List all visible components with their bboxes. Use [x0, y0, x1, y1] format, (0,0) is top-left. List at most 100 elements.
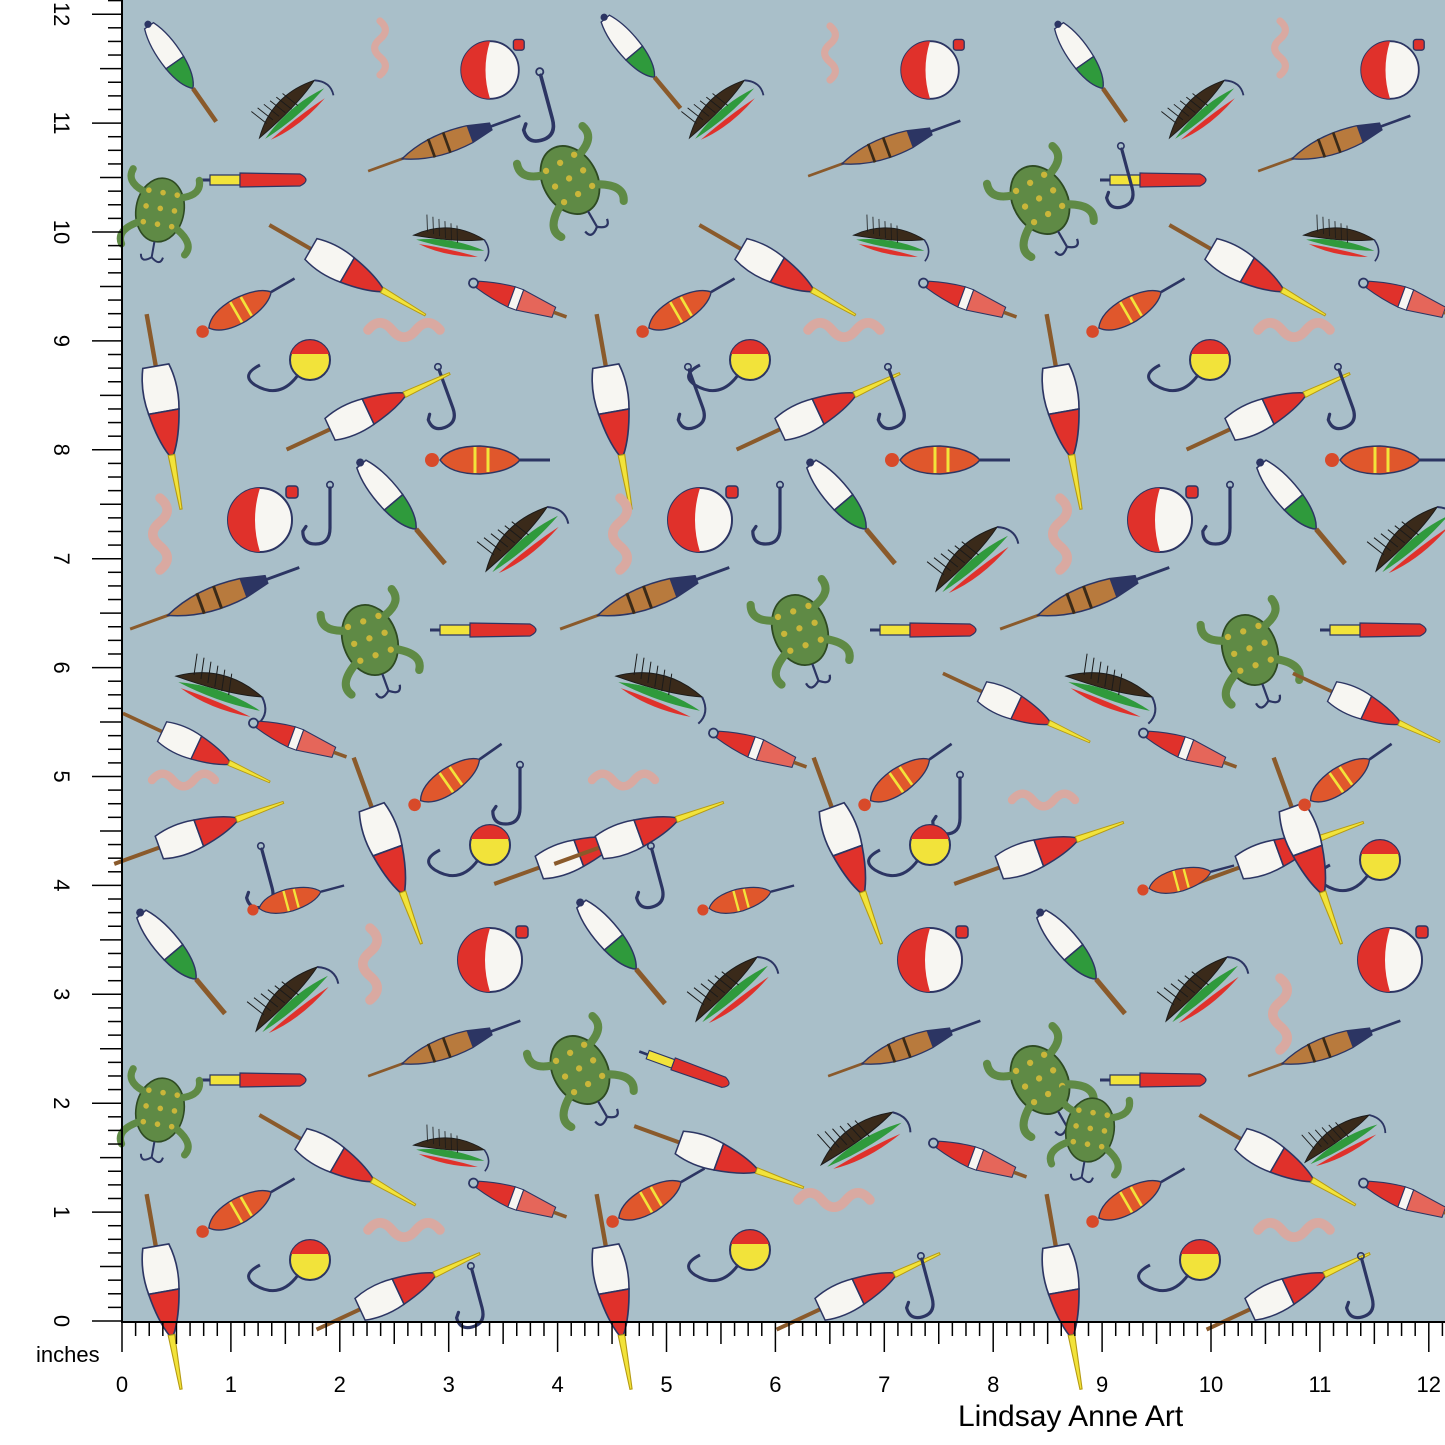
stick-float-icon [553, 800, 725, 866]
round-bobber-icon [460, 38, 525, 100]
round-bobber-icon [1127, 485, 1199, 553]
stick-float-icon [1185, 371, 1351, 452]
worm-icon [1253, 1218, 1335, 1242]
long-float-icon [559, 566, 730, 631]
green-float-icon [600, 13, 683, 110]
stick-float-icon [1041, 313, 1083, 510]
vertical-tick-label: 5 [49, 770, 74, 782]
orange-float-icon [697, 884, 795, 916]
vertical-tick-label: 0 [49, 1315, 74, 1327]
horizontal-tick-label: 1 [225, 1372, 237, 1397]
yellow-ball-bobber-icon [1137, 1239, 1221, 1293]
orange-float-icon [1298, 742, 1393, 812]
horizontal-tick-label: 12 [1417, 1372, 1441, 1397]
frog-lure-icon [982, 141, 1098, 262]
stick-float-icon [268, 223, 427, 317]
worm-icon [587, 769, 660, 791]
orange-float-icon [885, 445, 1010, 475]
vertical-tick-label: 12 [49, 2, 74, 26]
red-pencil-float-icon [1100, 1072, 1207, 1088]
fly-lure-icon [1366, 506, 1445, 574]
round-bobber-icon [227, 485, 299, 553]
fly-lure-icon [852, 214, 930, 262]
red-pencil-float-icon [430, 622, 537, 638]
fly-lure-icon [614, 653, 707, 725]
green-float-icon [135, 908, 227, 1016]
yellow-ball-bobber-icon [1147, 339, 1231, 393]
stick-float-icon [698, 223, 857, 317]
worm-icon [363, 1218, 445, 1242]
fly-lure-icon [1156, 956, 1250, 1024]
stick-float-icon [735, 371, 901, 452]
long-float-icon [367, 114, 521, 173]
fish-hook-icon [1326, 362, 1356, 431]
long-float-icon [367, 1019, 521, 1078]
yellow-ball-bobber-icon [247, 339, 331, 393]
stick-float-icon [1271, 756, 1344, 945]
fish-hook-icon [1201, 480, 1235, 546]
round-bobber-icon [900, 38, 965, 100]
red-pencil-float-icon [1100, 172, 1207, 188]
red-pencil-float-icon [1320, 622, 1427, 638]
fly-lure-icon [1161, 79, 1245, 140]
round-bobber-icon [1357, 925, 1429, 993]
horizontal-tick-label: 4 [551, 1372, 563, 1397]
fish-hook-icon [301, 480, 335, 546]
fly-lure-icon [251, 79, 335, 140]
orange-float-icon [196, 1177, 296, 1238]
fly-lure-icon [817, 1111, 912, 1169]
fish-hook-icon [521, 67, 556, 143]
red-pencil-float-icon [638, 1049, 730, 1088]
stick-float-icon [1041, 1193, 1083, 1390]
stick-float-icon [141, 1193, 183, 1390]
fly-lure-icon [246, 966, 340, 1034]
worm-icon [793, 1188, 875, 1212]
fish-hook-icon [1104, 141, 1135, 210]
spinner-float-icon [918, 277, 1018, 319]
worm-icon [1007, 789, 1080, 811]
orange-float-icon [1086, 1167, 1186, 1228]
frog-lure-icon [746, 574, 854, 689]
orange-float-icon [1137, 864, 1235, 896]
orange-float-icon [425, 445, 550, 475]
long-float-icon [999, 566, 1170, 631]
orange-float-icon [247, 884, 345, 916]
horizontal-tick-label: 5 [660, 1372, 672, 1397]
long-float-icon [1257, 114, 1411, 173]
stick-float-icon [953, 820, 1125, 886]
stick-float-icon [775, 1251, 941, 1332]
orange-float-icon [606, 1167, 706, 1228]
stick-float-icon [351, 756, 424, 945]
vertical-tick-label: 4 [49, 879, 74, 891]
fish-hook-icon [491, 760, 525, 826]
fly-lure-icon [412, 214, 490, 262]
green-float-icon [575, 898, 667, 1006]
yellow-ball-bobber-icon [687, 1229, 771, 1283]
worm-icon [147, 769, 220, 791]
green-float-icon [143, 20, 218, 123]
green-float-icon [355, 458, 447, 566]
horizontal-tick-label: 11 [1308, 1372, 1331, 1397]
red-pencil-float-icon [200, 1072, 307, 1088]
spinner-float-icon [248, 717, 348, 759]
worm-icon [371, 17, 389, 79]
horizontal-tick-label: 0 [116, 1372, 128, 1397]
green-float-icon [1035, 908, 1127, 1016]
vertical-tick-label: 11 [49, 112, 74, 135]
worm-icon [821, 22, 839, 84]
worm-icon [363, 318, 445, 342]
green-float-icon [805, 458, 897, 566]
orange-float-icon [858, 742, 953, 812]
fly-lure-icon [681, 79, 765, 140]
frog-lure-icon [1196, 594, 1304, 709]
fish-hook-icon [676, 362, 706, 431]
green-float-icon [1255, 458, 1347, 566]
watermark-text: Lindsay Anne Art [958, 1400, 1184, 1433]
spinner-float-icon [1358, 277, 1445, 319]
vertical-tick-label: 2 [49, 1097, 74, 1109]
stick-float-icon [122, 711, 271, 784]
long-float-icon [807, 119, 961, 178]
vertical-tick-label: 8 [49, 444, 74, 456]
